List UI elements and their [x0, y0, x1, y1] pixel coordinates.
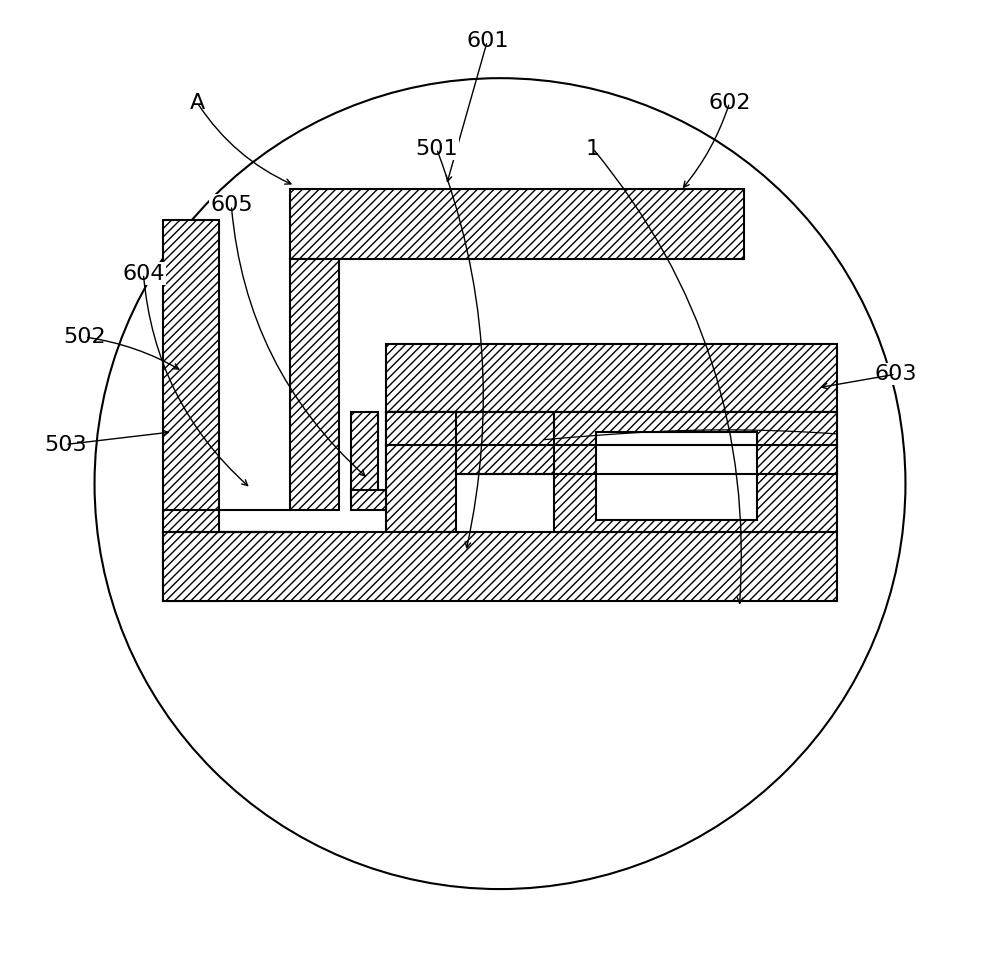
Bar — [290, 259, 339, 510]
Text: 605: 605 — [210, 195, 253, 215]
Bar — [351, 412, 378, 498]
Text: 604: 604 — [122, 264, 165, 283]
Text: 603: 603 — [874, 364, 917, 384]
Text: 501: 501 — [415, 139, 458, 158]
Bar — [596, 432, 757, 520]
Text: 602: 602 — [708, 93, 751, 112]
Bar — [386, 412, 837, 474]
Bar — [386, 412, 456, 532]
Bar — [290, 189, 744, 259]
Bar — [386, 344, 837, 412]
Text: 503: 503 — [44, 435, 87, 454]
Text: 1: 1 — [586, 139, 600, 158]
Bar — [163, 220, 219, 601]
Bar — [351, 490, 386, 510]
Bar — [163, 532, 837, 601]
Bar — [554, 412, 837, 532]
Text: A: A — [190, 93, 205, 112]
Text: 502: 502 — [63, 327, 106, 347]
Text: 601: 601 — [466, 31, 509, 51]
